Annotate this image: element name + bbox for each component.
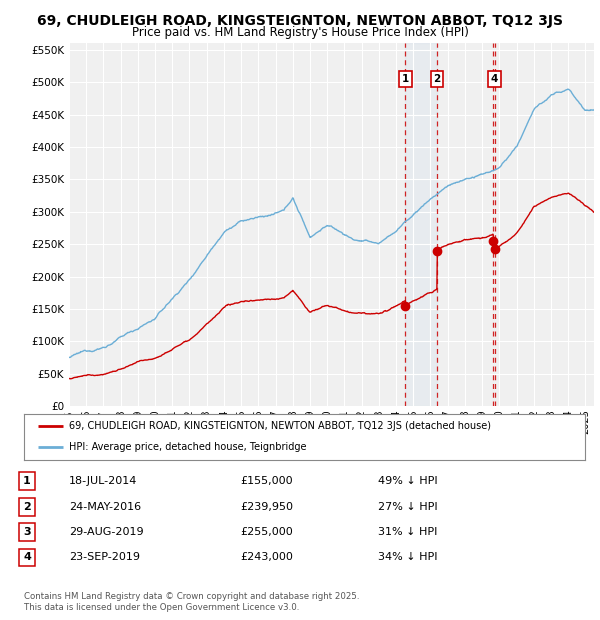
Text: 2: 2: [434, 74, 441, 84]
Text: HPI: Average price, detached house, Teignbridge: HPI: Average price, detached house, Teig…: [69, 443, 307, 453]
Text: Price paid vs. HM Land Registry's House Price Index (HPI): Price paid vs. HM Land Registry's House …: [131, 26, 469, 38]
Text: 1: 1: [23, 476, 31, 486]
Text: 23-SEP-2019: 23-SEP-2019: [69, 552, 140, 562]
Text: 69, CHUDLEIGH ROAD, KINGSTEIGNTON, NEWTON ABBOT, TQ12 3JS: 69, CHUDLEIGH ROAD, KINGSTEIGNTON, NEWTO…: [37, 14, 563, 28]
Bar: [406, 43, 437, 406]
Text: £255,000: £255,000: [240, 527, 293, 537]
Text: 34% ↓ HPI: 34% ↓ HPI: [378, 552, 437, 562]
Text: Contains HM Land Registry data © Crown copyright and database right 2025.: Contains HM Land Registry data © Crown c…: [24, 592, 359, 601]
Text: 69, CHUDLEIGH ROAD, KINGSTEIGNTON, NEWTON ABBOT, TQ12 3JS (detached house): 69, CHUDLEIGH ROAD, KINGSTEIGNTON, NEWTO…: [69, 421, 491, 431]
Text: 2: 2: [23, 502, 31, 512]
Text: 24-MAY-2016: 24-MAY-2016: [69, 502, 141, 512]
Text: This data is licensed under the Open Government Licence v3.0.: This data is licensed under the Open Gov…: [24, 603, 299, 612]
Text: 18-JUL-2014: 18-JUL-2014: [69, 476, 137, 486]
Text: 4: 4: [491, 74, 499, 84]
Text: £243,000: £243,000: [240, 552, 293, 562]
Text: £239,950: £239,950: [240, 502, 293, 512]
Text: £155,000: £155,000: [240, 476, 293, 486]
Text: 3: 3: [23, 527, 31, 537]
Text: 27% ↓ HPI: 27% ↓ HPI: [378, 502, 437, 512]
Text: 31% ↓ HPI: 31% ↓ HPI: [378, 527, 437, 537]
Text: 49% ↓ HPI: 49% ↓ HPI: [378, 476, 437, 486]
Text: 4: 4: [23, 552, 31, 562]
Text: 1: 1: [402, 74, 409, 84]
Text: 29-AUG-2019: 29-AUG-2019: [69, 527, 143, 537]
